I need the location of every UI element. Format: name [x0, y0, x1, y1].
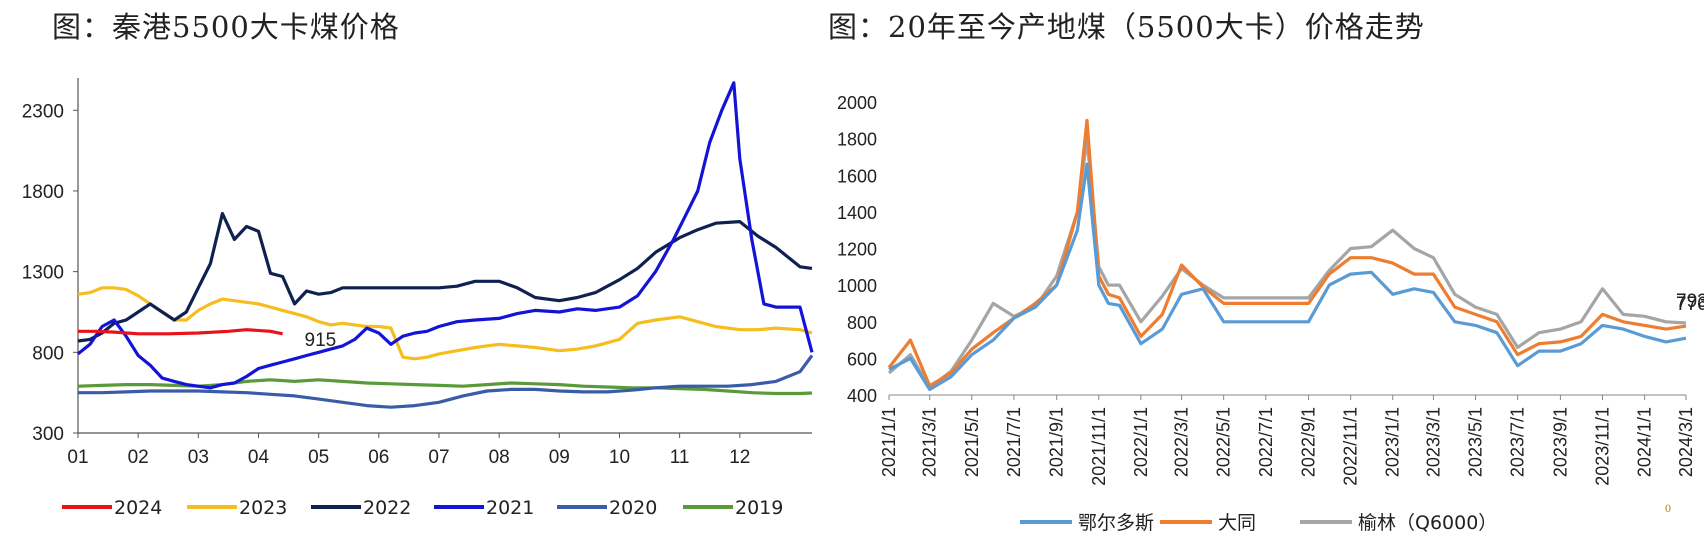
right-x-tick-label: 2021/11/1: [1089, 407, 1109, 486]
right-x-tick-label: 2021/7/1: [1004, 407, 1024, 477]
left-x-tick-label: 12: [729, 447, 750, 468]
left-legend-label: 2024: [114, 497, 162, 519]
left-chart-title: 图：秦港5500大卡煤价格: [52, 10, 400, 44]
left-legend-label: 2023: [239, 497, 287, 519]
left-legend-label: 2019: [735, 497, 783, 519]
right-x-tick-label: 2022/7/1: [1256, 407, 1276, 477]
right-x-tick-label: 2022/11/1: [1341, 407, 1361, 486]
left-series-line-2020: [78, 354, 814, 409]
right-y-tick-label: 2000: [837, 93, 877, 113]
right-x-tick-label: 2023/1/1: [1383, 407, 1403, 477]
right-legend-label: 鄂尔多斯: [1078, 512, 1154, 534]
left-x-tick-label: 11: [670, 447, 690, 468]
right-x-tick-label: 2022/9/1: [1299, 407, 1319, 477]
right-x-tick-label: 2023/7/1: [1508, 407, 1528, 477]
right-series-line: [887, 118, 1687, 388]
left-legend-label: 2022: [363, 497, 411, 519]
left-series-line-2021: [77, 81, 814, 390]
left-x-tick-label: 06: [368, 447, 389, 468]
right-x-tick-label: 2023/5/1: [1466, 407, 1486, 477]
right-x-tick-label: 2022/5/1: [1214, 407, 1234, 477]
left-x-tick-label: 02: [128, 447, 149, 468]
right-x-tick-label: 2021/5/1: [962, 407, 982, 477]
left-series-line-2024: [78, 328, 283, 336]
right-y-tick-label: 1800: [837, 130, 877, 150]
right-chart-title: 图：20年至今产地煤（5500大卡）价格走势: [828, 10, 1425, 44]
right-series-line: [888, 162, 1687, 392]
corner-footnote: 0: [1665, 501, 1671, 515]
right-y-tick-label: 1000: [837, 276, 877, 296]
right-x-tick-label: 2021/3/1: [920, 407, 940, 477]
right-legend-label: 榆林（Q6000）: [1358, 512, 1497, 534]
left-y-tick-label: 1300: [22, 263, 64, 284]
left-x-tick-label: 05: [308, 447, 329, 468]
right-y-tick-label: 1200: [837, 240, 877, 260]
left-y-tick-label: 1800: [22, 182, 64, 203]
right-y-tick-label: 400: [847, 386, 877, 406]
left-annotation-label: 915: [305, 330, 337, 351]
left-x-tick-label: 01: [67, 447, 88, 468]
left-legend-label: 2021: [486, 497, 534, 519]
left-x-tick-label: 09: [549, 447, 570, 468]
right-x-tick-label: 2021/9/1: [1047, 407, 1067, 477]
right-y-tick-label: 1600: [837, 166, 877, 186]
right-y-tick-label: 800: [847, 313, 877, 333]
left-legend-label: 2020: [609, 497, 657, 519]
right-x-tick-label: 2024/3/1: [1676, 407, 1696, 477]
left-x-tick-label: 08: [489, 447, 510, 468]
right-y-tick-label: 1400: [837, 203, 877, 223]
right-y-tick-label: 600: [847, 349, 877, 369]
left-x-tick-label: 07: [428, 447, 449, 468]
right-annotation-label: 793: [1676, 291, 1704, 312]
right-annotation-label: 776: [1676, 294, 1704, 315]
left-x-tick-label: 03: [188, 447, 209, 468]
left-x-tick-label: 10: [609, 447, 630, 468]
left-series-line-2022: [77, 211, 813, 343]
right-x-tick-label: 2023/11/1: [1593, 407, 1613, 486]
left-y-tick-label: 800: [32, 343, 64, 364]
right-x-tick-label: 2022/3/1: [1172, 407, 1192, 477]
right-x-tick-label: 2023/9/1: [1550, 407, 1570, 477]
left-x-tick-label: 04: [248, 447, 270, 468]
right-x-tick-label: 2022/1/1: [1131, 407, 1151, 477]
left-y-tick-label: 300: [32, 424, 64, 445]
right-x-tick-label: 2024/1/1: [1635, 407, 1655, 477]
left-y-tick-label: 2300: [22, 101, 64, 122]
right-x-tick-label: 2021/1/1: [879, 407, 899, 477]
right-x-tick-label: 2023/3/1: [1423, 407, 1443, 477]
right-legend-label: 大同: [1218, 512, 1256, 534]
